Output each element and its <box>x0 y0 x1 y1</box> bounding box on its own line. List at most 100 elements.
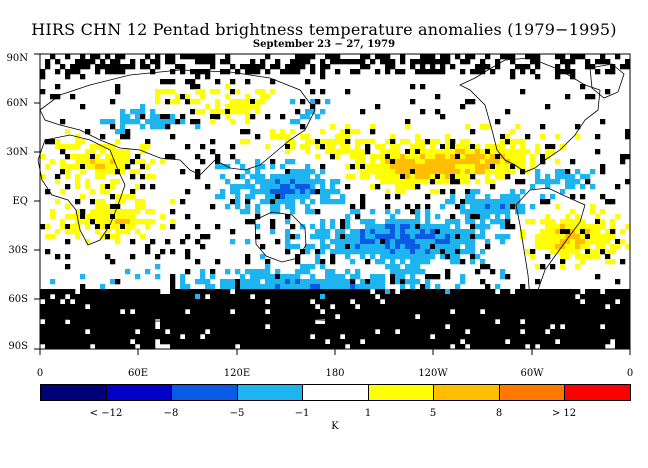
anomaly-cell <box>540 264 546 270</box>
anomaly-cell <box>90 299 96 305</box>
anomaly-cell <box>575 54 581 60</box>
anomaly-cell <box>350 274 356 280</box>
anomaly-cell <box>620 334 626 340</box>
anomaly-cell <box>585 249 591 255</box>
anomaly-cell <box>60 144 66 150</box>
anomaly-cell <box>315 324 321 330</box>
anomaly-cell <box>355 294 361 300</box>
anomaly-cell <box>80 219 86 225</box>
anomaly-cell <box>425 194 431 200</box>
anomaly-cell <box>550 294 556 300</box>
anomaly-cell <box>105 294 111 300</box>
anomaly-cell <box>490 169 496 175</box>
anomaly-cell <box>445 219 451 225</box>
anomaly-cell <box>280 339 286 345</box>
anomaly-cell <box>590 339 596 345</box>
anomaly-cell <box>160 159 166 165</box>
anomaly-cell <box>325 234 331 240</box>
anomaly-cell <box>230 109 236 115</box>
anomaly-cell <box>315 174 321 180</box>
anomaly-cell <box>600 244 606 250</box>
anomaly-cell <box>400 339 406 345</box>
anomaly-cell <box>470 314 476 320</box>
anomaly-cell <box>485 124 491 130</box>
anomaly-cell <box>345 214 351 220</box>
anomaly-cell <box>60 294 66 300</box>
anomaly-cell <box>65 344 71 350</box>
anomaly-cell <box>365 149 371 155</box>
anomaly-cell <box>555 224 561 230</box>
anomaly-cell <box>295 189 301 195</box>
anomaly-cell <box>180 69 186 75</box>
anomaly-cell <box>60 304 66 310</box>
anomaly-cell <box>290 309 296 315</box>
anomaly-cell <box>285 324 291 330</box>
anomaly-cell <box>455 259 461 265</box>
anomaly-cell <box>115 339 121 345</box>
anomaly-cell <box>235 329 241 335</box>
anomaly-cell <box>465 229 471 235</box>
anomaly-cell <box>245 219 251 225</box>
anomaly-cell <box>515 334 521 340</box>
anomaly-cell <box>295 64 301 70</box>
anomaly-cell <box>510 344 516 350</box>
anomaly-cell <box>515 159 521 165</box>
anomaly-cell <box>310 279 316 285</box>
anomaly-cell <box>435 109 441 115</box>
anomaly-cell <box>160 304 166 310</box>
anomaly-cell <box>325 99 331 105</box>
anomaly-cell <box>315 144 321 150</box>
anomaly-cell <box>360 254 366 260</box>
anomaly-cell <box>65 334 71 340</box>
colorbar-unit: K <box>331 421 339 432</box>
anomaly-cell <box>365 329 371 335</box>
anomaly-cell <box>260 244 266 250</box>
anomaly-cell <box>475 69 481 75</box>
anomaly-cell <box>325 229 331 235</box>
anomaly-cell <box>515 344 521 350</box>
anomaly-cell <box>200 279 206 285</box>
anomaly-cell <box>190 339 196 345</box>
anomaly-cell <box>205 284 211 290</box>
anomaly-cell <box>455 324 461 330</box>
anomaly-cell <box>425 294 431 300</box>
anomaly-cell <box>510 69 516 75</box>
anomaly-cell <box>500 329 506 335</box>
anomaly-cell <box>75 174 81 180</box>
anomaly-cell <box>290 184 296 190</box>
anomaly-cell <box>375 304 381 310</box>
anomaly-cell <box>275 289 281 295</box>
anomaly-cell <box>205 59 211 65</box>
anomaly-cell <box>525 324 531 330</box>
anomaly-cell <box>430 249 436 255</box>
anomaly-cell <box>335 279 341 285</box>
anomaly-cell <box>195 69 201 75</box>
anomaly-cell <box>495 149 501 155</box>
anomaly-cell <box>430 319 436 325</box>
anomaly-cell <box>345 139 351 145</box>
anomaly-cell <box>605 319 611 325</box>
anomaly-cell <box>220 324 226 330</box>
anomaly-cell <box>570 174 576 180</box>
anomaly-cell <box>540 329 546 335</box>
anomaly-cell <box>80 344 86 350</box>
anomaly-cell <box>285 214 291 220</box>
anomaly-cell <box>280 274 286 280</box>
anomaly-cell <box>405 234 411 240</box>
anomaly-cell <box>585 299 591 305</box>
anomaly-cell <box>100 309 106 315</box>
anomaly-cell <box>580 294 586 300</box>
anomaly-cell <box>405 204 411 210</box>
anomaly-cell <box>140 234 146 240</box>
anomaly-cell <box>60 324 66 330</box>
anomaly-cell <box>190 314 196 320</box>
anomaly-cell <box>55 144 61 150</box>
anomaly-cell <box>450 199 456 205</box>
anomaly-cell <box>320 129 326 135</box>
anomaly-cell <box>180 324 186 330</box>
anomaly-cell <box>210 319 216 325</box>
anomaly-cell <box>365 139 371 145</box>
anomaly-cell <box>60 314 66 320</box>
anomaly-cell <box>130 294 136 300</box>
anomaly-cell <box>620 324 626 330</box>
